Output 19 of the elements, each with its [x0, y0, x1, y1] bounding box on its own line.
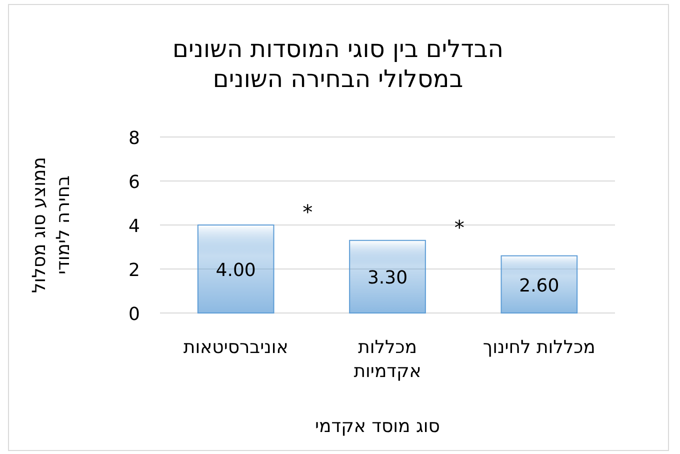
annotation: * [302, 200, 313, 224]
x-tick-label: אוניברסיטאות [183, 337, 288, 358]
bar [500, 255, 578, 314]
chart-title: הבדלים בין סוגי המוסדות השונים במסלולי הבחירה השונים [172, 35, 504, 93]
data-label: 4.00 [216, 260, 256, 281]
annotation: * [454, 215, 464, 240]
x-tick-label: מכללות לחינוך [482, 337, 596, 358]
bar [197, 224, 274, 314]
y-axis-title: ממוצע סוג מסלול בחירה לימודי [29, 156, 74, 294]
y-tick-label: 2 [128, 260, 140, 281]
data-label: 2.60 [519, 275, 560, 296]
x-axis-title: סוג מוסד אקדמי [315, 416, 440, 437]
y-tick-label: 0 [128, 304, 140, 325]
x-tick-label: מכללות אקדמיות [354, 337, 422, 382]
y-tick-label: 6 [128, 172, 140, 193]
y-tick-label: 8 [128, 128, 140, 149]
data-label: 3.30 [367, 268, 408, 289]
y-tick-label: 4 [128, 216, 140, 237]
bar [349, 240, 426, 314]
